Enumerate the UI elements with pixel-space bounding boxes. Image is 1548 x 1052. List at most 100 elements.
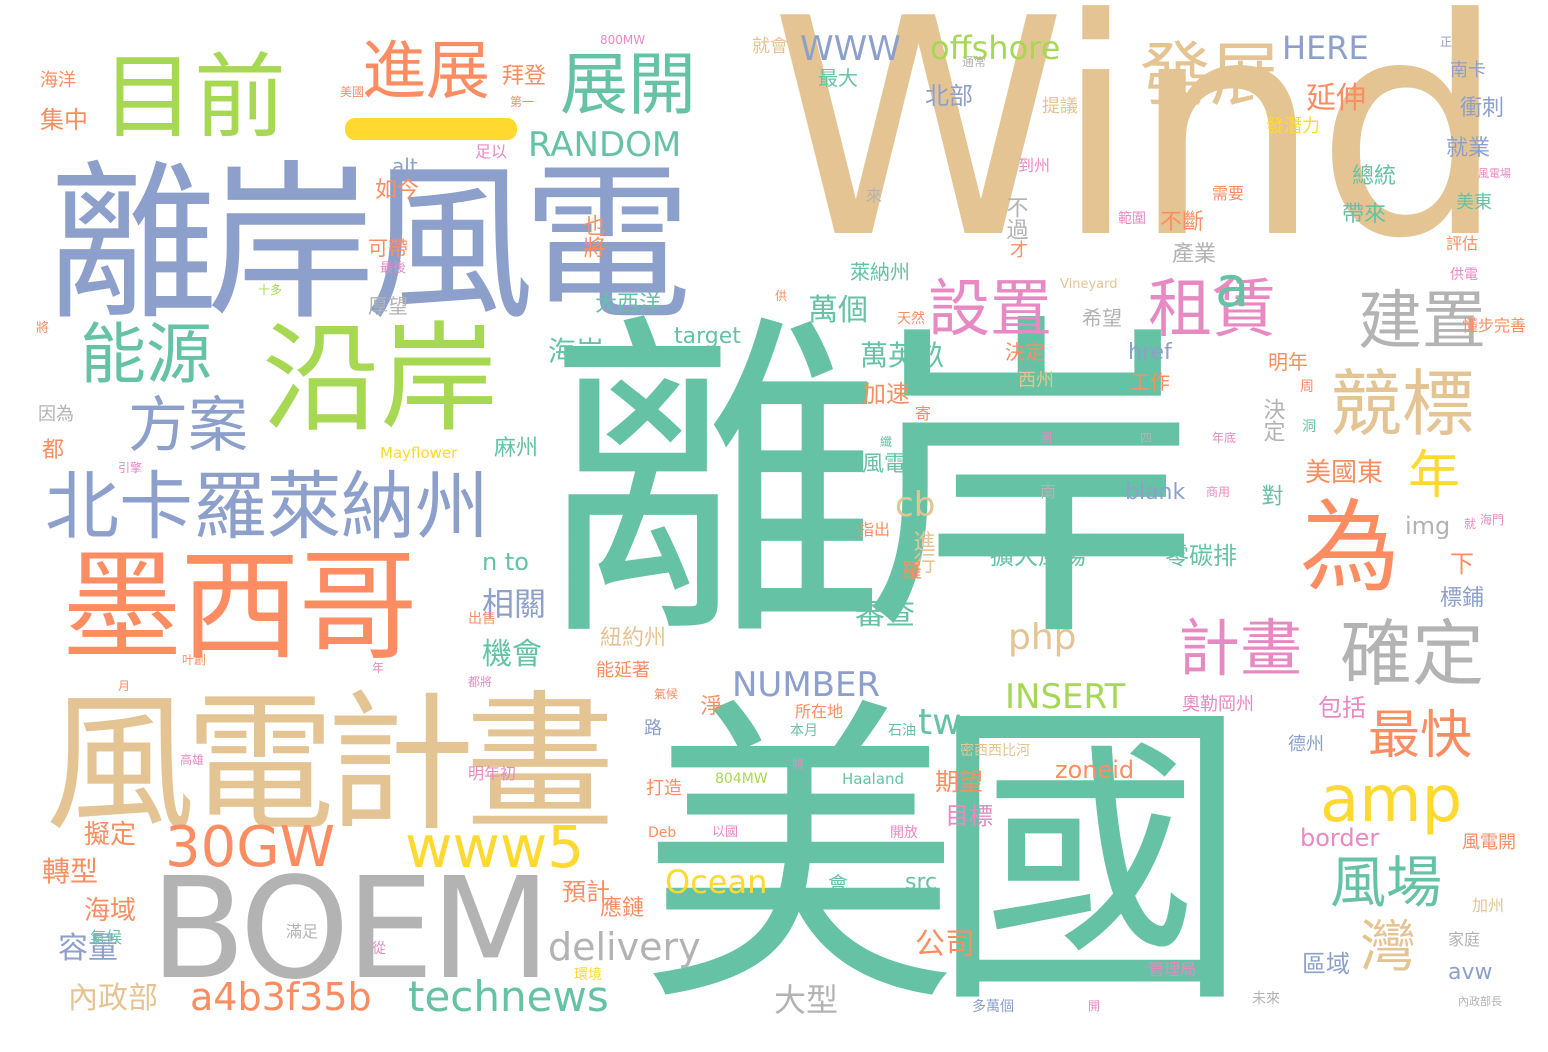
word-confirm: 確定 xyxy=(1340,612,1485,696)
word-build: 環境 xyxy=(574,967,602,983)
word-sell: 南 xyxy=(1040,482,1057,501)
word-offshore-wind: 離岸風電 xyxy=(48,146,692,344)
word-month: 高雄 xyxy=(180,753,205,767)
word-future: 多萬個 xyxy=(972,999,1014,1015)
word-expand-farm: 零碳排 xyxy=(1165,542,1237,570)
word-us-small: 以國 xyxy=(712,825,739,840)
word-pure: 對 xyxy=(1257,484,1283,506)
word-n-to: 相關 xyxy=(482,585,547,623)
word-hope-2: 希望 xyxy=(1082,306,1122,330)
word-northern: 北部 xyxy=(925,82,973,110)
word-bring: 帶來 xyxy=(1342,202,1387,227)
word-last: 打造 xyxy=(646,778,682,799)
word-millions: 家庭 xyxy=(1448,930,1481,949)
word-bay: 灣 xyxy=(1360,915,1416,980)
word-four: 纖 xyxy=(880,435,893,449)
word-call: 開放 xyxy=(890,825,918,841)
word-accelerate: 加速 xyxy=(862,380,910,408)
word-next-year: 明年 xyxy=(1268,350,1308,374)
word-down: 下 xyxy=(1450,550,1474,578)
word-windfield: 第一 xyxy=(510,95,535,109)
word-href: href xyxy=(1128,340,1172,365)
word-zero-carbon: n to xyxy=(482,548,529,576)
word-create: 氣候 xyxy=(654,687,679,701)
word-energy: 能源 xyxy=(80,316,212,393)
word-avw: avw xyxy=(1448,960,1493,985)
word-assess: 明年初 xyxy=(468,764,517,783)
word-here: HERE xyxy=(1282,29,1369,67)
word-california: 風電開 xyxy=(1462,832,1516,853)
word-nowadays: 如今 xyxy=(375,178,420,203)
word-year: 年 xyxy=(1408,446,1461,506)
word-draft: 海域 xyxy=(84,896,137,926)
word-will: 預計 xyxy=(562,878,610,906)
word-tender: 標鋪 xyxy=(1440,586,1485,611)
word-technews: technews xyxy=(408,972,609,1021)
word-luo: 不過 xyxy=(1002,196,1028,240)
word-10k: 海岸 xyxy=(548,335,605,368)
word-usa: 美國 xyxy=(640,674,1250,1046)
word-because: 因為 xyxy=(38,404,74,425)
word-scope: 需要 xyxy=(1212,184,1245,203)
word-lease: 租賃 xyxy=(1148,273,1276,347)
word-plan: 方案 xyxy=(128,391,248,461)
word-blank: blank xyxy=(1125,480,1186,505)
word-year-end: 四 xyxy=(1140,431,1153,445)
word-delivery: delivery xyxy=(548,925,701,969)
word-send: 進行 xyxy=(909,530,935,574)
word-texas: 所在地 xyxy=(795,702,844,721)
word-ocean: Ocean xyxy=(665,863,768,901)
word-from: 滿足 xyxy=(286,922,319,941)
highlight-bar xyxy=(345,118,517,140)
word-climate: 管理局 xyxy=(1148,960,1197,979)
word-fiber: 周 xyxy=(1300,379,1314,395)
word-will-small: 月 xyxy=(118,679,131,693)
word-amp: amp xyxy=(1320,763,1463,837)
word-fastest: 最快 xyxy=(1368,706,1473,766)
word-goal: 目標 xyxy=(945,802,993,830)
word-shall: 引擎 xyxy=(118,461,143,475)
word-natural: 懂步完善 xyxy=(1462,316,1527,335)
word-random: RANDOM xyxy=(528,125,682,165)
word-kaohsiung: 都將 xyxy=(468,675,493,689)
word-come: 也將 xyxy=(579,214,605,258)
word-www: WWW xyxy=(800,29,901,69)
word-along: 會 xyxy=(828,872,848,896)
word-launch: 展開 xyxy=(560,46,697,125)
word-households: 加州 xyxy=(1472,896,1505,915)
word-point-out: 寄 xyxy=(915,404,932,423)
word-hole: 外 xyxy=(930,379,943,393)
word-mexico: 墨西哥 xyxy=(62,538,418,677)
word-high-hopes: 厚望 xyxy=(368,294,408,318)
word-work: 工作 xyxy=(1130,370,1170,394)
word-climate-2: 內政部長 xyxy=(1458,995,1502,1008)
word-zheng: 美國 xyxy=(340,85,365,99)
word-estimate: 應鏈 xyxy=(600,896,645,921)
word-capacity: 容量 xyxy=(58,931,118,966)
word-transform: 擬定 xyxy=(84,820,137,850)
word-sea-area: 審查 xyxy=(855,597,915,632)
word-commercial: 團 xyxy=(1040,431,1053,445)
word-engine: 從 xyxy=(372,941,386,957)
word-wei: 為 xyxy=(1300,489,1400,606)
word-progress: 進展 xyxy=(362,35,490,109)
word-potential: 提議 xyxy=(1042,96,1078,117)
word-wind: Wind xyxy=(770,0,1506,304)
word-currently: 目前 xyxy=(102,44,287,151)
word-bidding: 競標 xyxy=(1330,362,1475,446)
word-largest: 未來 xyxy=(1252,991,1280,1007)
word-decide: 決定 xyxy=(1005,340,1045,364)
word-pair: 決定 xyxy=(1259,398,1285,442)
word-interior: 內政部 xyxy=(68,981,158,1016)
word-supply-chain: 紐約州 xyxy=(600,626,667,651)
word-coast: 沿岸 xyxy=(262,310,499,448)
word-satisfy: 密西西比河 xyxy=(960,743,1030,759)
word-week: 供 xyxy=(775,289,788,303)
word-hope: 期望 xyxy=(935,768,983,796)
word-also-will: 足以 xyxy=(475,142,508,161)
word-related: 轉型 xyxy=(42,855,99,888)
word-will-then: 最大 xyxy=(818,66,858,90)
word-biden: 拜登 xyxy=(502,64,547,89)
word-boem: BOEM xyxy=(150,848,551,1011)
word-propose: 才 xyxy=(1010,240,1028,261)
